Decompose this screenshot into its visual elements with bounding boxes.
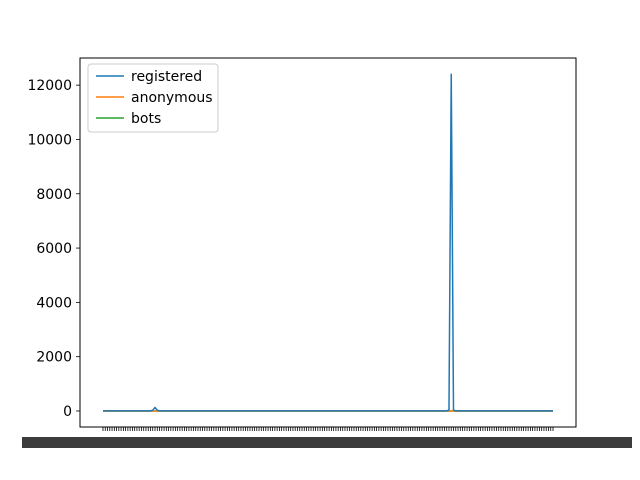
series-line-registered <box>103 73 553 412</box>
y-tick-label: 0 <box>63 404 72 420</box>
y-tick-label: 12000 <box>27 78 72 94</box>
x-tick-labels-overlap <box>22 437 632 448</box>
y-tick-label: 2000 <box>36 350 72 366</box>
legend: registered anonymous bots <box>87 63 219 133</box>
legend-box <box>87 63 219 133</box>
legend-label-registered: registered <box>131 69 202 85</box>
legend-label-bots: bots <box>131 111 161 127</box>
plot-frame <box>79 57 577 428</box>
legend-label-anonymous: anonymous <box>131 90 213 106</box>
y-tick-label: 6000 <box>36 241 72 257</box>
y-tick-label: 4000 <box>36 295 72 311</box>
y-tick-label: 8000 <box>36 187 72 203</box>
series-lines <box>103 73 553 412</box>
x-axis-ticks <box>22 427 632 448</box>
y-tick-label: 10000 <box>27 132 72 148</box>
y-axis-ticks: 0 2000 4000 6000 8000 10000 12000 <box>27 78 80 420</box>
